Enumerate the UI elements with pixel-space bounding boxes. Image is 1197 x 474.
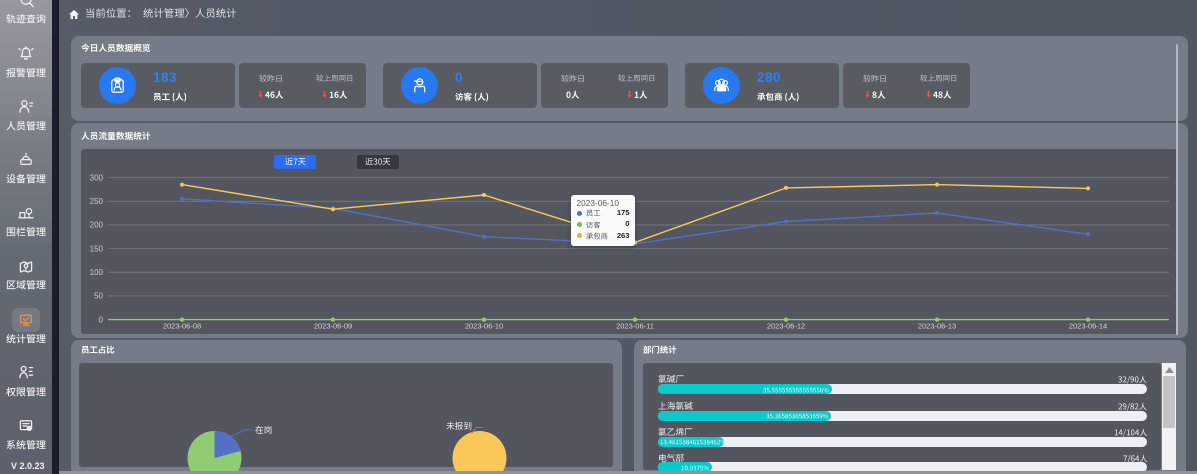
svg-text:0: 0 [99, 315, 104, 324]
svg-text:2023-06-10: 2023-06-10 [465, 322, 503, 331]
svg-text:250: 250 [90, 197, 104, 206]
svg-text:150: 150 [90, 244, 104, 253]
svg-text:100: 100 [90, 268, 104, 277]
svg-text:2023-06-12: 2023-06-12 [767, 322, 805, 331]
svg-text:200: 200 [90, 221, 104, 230]
svg-text:300: 300 [90, 173, 104, 182]
svg-text:2023-06-08: 2023-06-08 [163, 322, 201, 331]
svg-text:2023-06-14: 2023-06-14 [1069, 322, 1107, 331]
svg-text:50: 50 [94, 292, 103, 301]
svg-text:2023-06-09: 2023-06-09 [314, 322, 352, 331]
svg-text:2023-06-13: 2023-06-13 [918, 322, 956, 331]
svg-text:2023-06-11: 2023-06-11 [616, 322, 654, 331]
